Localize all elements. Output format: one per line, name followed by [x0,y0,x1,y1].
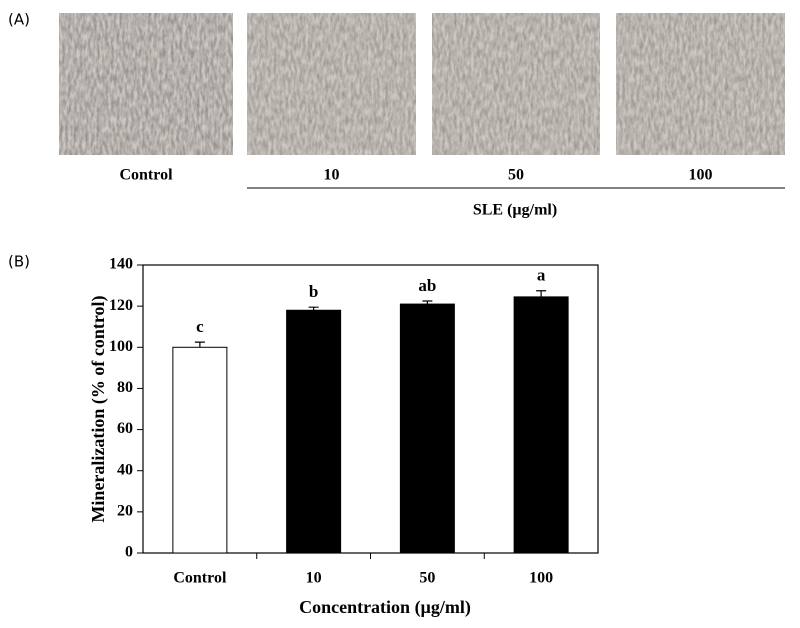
y-tick-label: 20 [117,503,133,520]
y-axis-title: Mineralization (% of control) [88,295,109,522]
panel-label: (B) [8,253,30,271]
significance-label: ab [418,276,436,295]
error-bar [308,306,319,311]
micrograph-texture [59,13,233,155]
image-caption: Control [119,167,173,184]
bar [399,303,455,554]
significance-label: a [537,266,546,285]
y-tick-label: 80 [117,379,133,396]
panel-label: (A) [8,11,30,29]
micrograph-texture [616,13,785,155]
x-tick-label: 50 [419,570,435,587]
y-tick-label: 140 [109,256,133,273]
y-tick-label: 100 [109,338,133,355]
y-tick-label: 120 [109,297,133,314]
image-caption: 100 [689,167,713,184]
significance-label: c [196,317,204,336]
error-bar [422,300,433,305]
image-caption: 50 [508,167,524,184]
y-tick-label: 40 [117,461,133,478]
error-bar [536,290,547,297]
micrograph-texture [247,13,416,155]
micrograph-texture [432,13,600,155]
significance-label: b [309,282,318,301]
x-tick-label: 10 [306,570,322,587]
x-tick-label: Control [173,570,227,587]
error-bar [194,341,205,348]
image-caption: 10 [324,167,340,184]
y-tick-label: 60 [117,420,133,437]
group-label: SLE (µg/ml) [473,202,557,219]
y-tick-label: 0 [125,544,133,561]
x-tick-label: 100 [529,570,553,587]
bar [172,346,228,554]
x-axis-title: Concentration (µg/ml) [299,597,471,618]
bar [513,296,569,554]
bar [286,309,342,554]
